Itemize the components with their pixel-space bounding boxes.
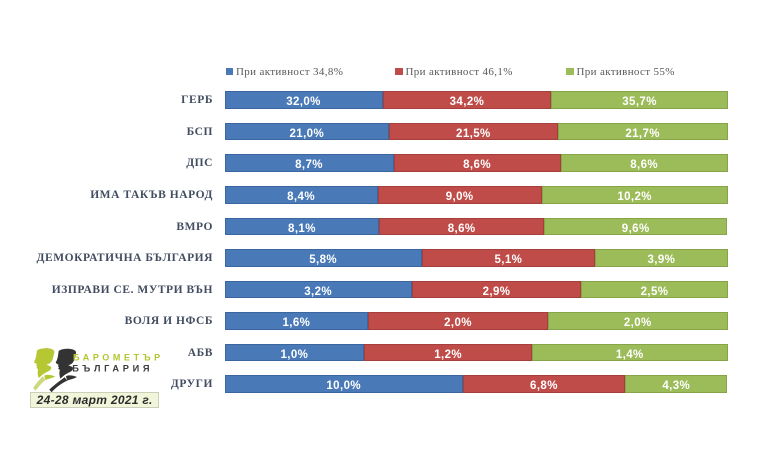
svg-text:БАРОМЕТЪР: БАРОМЕТЪР bbox=[73, 353, 164, 363]
svg-text:БЪЛГАРИЯ: БЪЛГАРИЯ bbox=[72, 364, 153, 374]
